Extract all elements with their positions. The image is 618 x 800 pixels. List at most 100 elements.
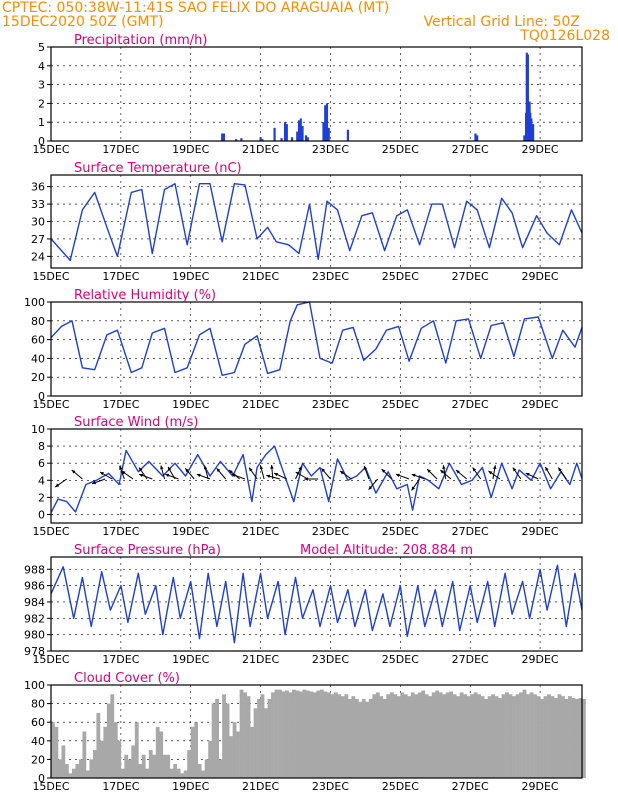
- temperature-xtick-label: 21DEC: [242, 270, 279, 283]
- cloud-bar: [536, 696, 541, 778]
- cloud-bar: [78, 759, 83, 778]
- wind-arrow-head: [440, 470, 445, 474]
- cloud-bar: [571, 698, 576, 778]
- cloud-bar: [162, 754, 167, 778]
- precipitation-bar: [327, 127, 330, 141]
- wind-arrow-head: [321, 468, 326, 473]
- cloud-ytick-label: 0: [38, 772, 45, 785]
- wind-arrow-head: [100, 472, 104, 476]
- humidity-xtick-label: 25DEC: [382, 398, 419, 411]
- cloud-xtick-label: 19DEC: [172, 780, 209, 793]
- cloud-bar: [131, 745, 136, 778]
- cloud-bar: [155, 726, 160, 778]
- humidity-xtick-label: 15DEC: [32, 398, 69, 411]
- cloud-bar: [120, 768, 125, 778]
- temperature-title: Surface Temperature (nC): [74, 161, 242, 176]
- cloud-bar: [400, 692, 405, 778]
- cloud-bar: [57, 759, 62, 778]
- pressure-ytick-label: 978: [24, 645, 45, 658]
- precipitation-bar: [324, 105, 327, 141]
- wind-arrow-head: [472, 467, 477, 472]
- precipitation-ytick-label: 1: [38, 116, 45, 129]
- temperature-ytick-label: 30: [31, 216, 45, 229]
- cloud-bar: [225, 703, 230, 778]
- cloud-bar: [99, 740, 104, 778]
- cloud-bar: [340, 696, 345, 778]
- cloud-bar: [494, 696, 499, 778]
- pressure-xtick-label: 17DEC: [102, 653, 139, 666]
- cloud-bar: [393, 694, 398, 778]
- cloud-bar: [103, 726, 108, 778]
- pressure-xtick-label: 21DEC: [242, 653, 279, 666]
- cloud-bar: [64, 764, 69, 778]
- cloud-bar: [250, 726, 254, 778]
- cloud-bar: [487, 696, 492, 778]
- cloud-bar: [285, 690, 289, 778]
- cloud-xtick-label: 29DEC: [522, 780, 559, 793]
- cloud-bar: [568, 696, 572, 778]
- precipitation-bar: [261, 139, 264, 141]
- cloud-bar: [533, 694, 537, 778]
- cloud-bar: [215, 698, 219, 778]
- temperature-xtick-label: 19DEC: [172, 270, 209, 283]
- precipitation-bar: [301, 125, 304, 141]
- humidity-xtick-label: 29DEC: [522, 398, 559, 411]
- cloud-bar: [211, 703, 216, 778]
- precipitation-xtick-label: 23DEC: [312, 143, 349, 156]
- pressure-line: [50, 564, 583, 644]
- humidity-ytick-label: 40: [31, 352, 45, 365]
- humidity-ytick-label: 80: [31, 315, 45, 328]
- wind-arrow-head: [295, 472, 300, 476]
- precipitation-bar: [297, 120, 301, 141]
- humidity-ytick-label: 60: [31, 334, 45, 347]
- cloud-bar: [281, 691, 286, 778]
- wind-arrow-head: [139, 473, 144, 478]
- cloud-bar: [183, 770, 188, 778]
- cloud-bar: [491, 694, 495, 778]
- cloud-bar: [96, 712, 101, 778]
- cloud-bar: [323, 691, 328, 778]
- cloud-bar: [190, 726, 195, 778]
- precipitation-bar: [523, 135, 526, 141]
- precipitation-bar: [273, 127, 276, 141]
- wind-ytick-label: 2: [38, 491, 45, 504]
- cloud-bar: [278, 689, 282, 778]
- cloud-bar: [141, 754, 146, 778]
- wind-arrow-head: [298, 466, 302, 471]
- cloud-bar: [452, 694, 457, 778]
- wind-arrow-head: [427, 469, 431, 473]
- precipitation-bar: [235, 139, 238, 141]
- pressure-xtick-label: 19DEC: [172, 653, 209, 666]
- precipitation-bar: [474, 133, 477, 141]
- cloud-ytick-label: 40: [31, 735, 45, 748]
- pressure-ytick-label: 984: [24, 596, 45, 609]
- temperature-xtick-label: 25DEC: [382, 270, 419, 283]
- cloud-bar: [333, 692, 338, 778]
- cloud-bar: [134, 722, 139, 778]
- precipitation-bar: [283, 122, 287, 141]
- cloud-bar: [218, 759, 223, 778]
- wind-arrow-head: [249, 467, 253, 472]
- cloud-bar: [302, 689, 307, 778]
- cloud-bar: [449, 691, 454, 778]
- cloud-bar: [435, 690, 440, 778]
- cloud-frame: [50, 684, 583, 779]
- cloud-bar: [526, 694, 530, 778]
- humidity-line: [50, 301, 583, 376]
- cloud-bar: [236, 731, 240, 778]
- pressure-xtick-label: 15DEC: [32, 653, 69, 666]
- cloud-bar: [424, 694, 429, 778]
- wind-arrow-head: [411, 486, 416, 491]
- cloud-bar: [89, 759, 94, 778]
- wind-arrow-head: [411, 473, 416, 478]
- cloud-bar: [473, 692, 478, 778]
- cloud-bar: [477, 694, 481, 778]
- cloud-bar: [306, 690, 310, 778]
- wind-arrow-head: [168, 466, 172, 471]
- cloud-bar: [554, 698, 558, 778]
- temperature-xtick-label: 29DEC: [522, 270, 559, 283]
- cloud-bar: [169, 768, 174, 778]
- cloud-bar: [337, 694, 342, 778]
- cloud-bar: [379, 696, 384, 778]
